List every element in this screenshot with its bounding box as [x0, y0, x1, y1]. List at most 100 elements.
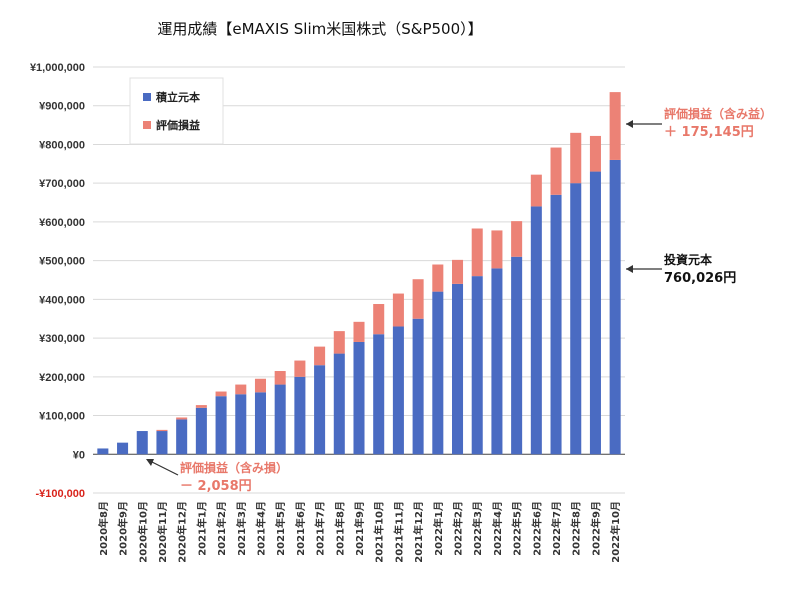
x-tick-label: 2022年4月 [491, 501, 504, 556]
legend-swatch-gain [143, 121, 151, 129]
bar-gain [570, 132, 582, 184]
bar-gain [215, 391, 227, 397]
bar-gain [589, 135, 601, 172]
annotation-gain: 評価損益（含み益） ＋ 175,145円 [626, 106, 772, 140]
bar-gain [314, 346, 326, 366]
x-tick-label: 2021年7月 [314, 501, 327, 556]
chart-title: 運用成績【eMAXIS Slim米国株式（S&P500）】 [157, 20, 482, 38]
x-tick-label: 2021年2月 [215, 501, 228, 556]
bar-principal [333, 353, 345, 455]
bar-principal [136, 431, 148, 455]
bar-gain [550, 147, 562, 195]
bar-principal [530, 206, 542, 455]
y-tick-label: ¥500,000 [39, 256, 85, 268]
y-tick-label: ¥700,000 [39, 178, 85, 190]
x-tick-label: 2020年11月 [156, 501, 169, 563]
y-tick-label: ¥200,000 [39, 372, 85, 384]
bar-principal [609, 159, 621, 455]
bar-principal [432, 291, 444, 455]
legend-swatch-principal [143, 93, 151, 101]
y-tick-label: ¥600,000 [39, 217, 85, 229]
bar-gain [235, 384, 247, 395]
legend-label-principal: 積立元本 [155, 90, 200, 104]
x-tick-label: 2021年8月 [333, 501, 346, 556]
x-tick-label: 2021年12月 [412, 501, 425, 563]
bar-gain [511, 221, 523, 257]
annotation-principal-title: 投資元本 [664, 252, 712, 267]
bar-gain [274, 371, 286, 385]
bar-gain [176, 417, 188, 420]
bar-gain [491, 230, 503, 269]
x-tick-label: 2021年11月 [392, 501, 405, 563]
x-tick-label: 2021年1月 [195, 501, 208, 556]
legend: 積立元本 評価損益 [129, 77, 224, 145]
x-axis-ticks: 2020年8月 2020年9月 2020年10月 2020年11月 2020年12月 20… [97, 501, 622, 563]
x-tick-label: 2022年8月 [570, 501, 583, 556]
bar-principal [235, 394, 247, 455]
annotation-loss-title: 評価損益（含み損） [180, 460, 288, 475]
bar-principal [452, 283, 464, 455]
bar-gain [294, 360, 306, 377]
x-tick-label: 2021年3月 [235, 501, 248, 556]
annotation-principal: 投資元本 760,026円 [626, 252, 736, 286]
annotation-gain-value: ＋ 175,145円 [664, 125, 754, 140]
annotation-loss-value: － 2,058円 [180, 479, 252, 494]
bar-principal [570, 183, 582, 455]
x-tick-label: 2022年2月 [452, 501, 465, 556]
bar-gain [254, 378, 266, 393]
bar-principal [471, 276, 483, 455]
annotation-loss: 評価損益（含み損） － 2,058円 [146, 459, 288, 494]
x-tick-label: 2022年7月 [550, 501, 563, 556]
bar-principal [156, 431, 168, 455]
y-tick-label: ¥300,000 [39, 333, 85, 345]
x-tick-label: 2021年4月 [254, 501, 267, 556]
bar-principal [314, 365, 326, 455]
bar-principal [491, 268, 503, 455]
x-tick-label: 2022年5月 [511, 501, 524, 556]
bar-principal [97, 448, 109, 455]
bar-principal [254, 392, 266, 455]
x-tick-label: 2022年10月 [609, 501, 622, 563]
bar-principal [215, 396, 227, 455]
bar-principal [550, 194, 562, 455]
bar-gain [392, 293, 404, 327]
bar-principal [274, 384, 286, 455]
bar-gain [452, 259, 464, 284]
y-tick-label: ¥0 [73, 449, 85, 461]
y-tick-label: ¥900,000 [39, 101, 85, 113]
bar-principal [511, 256, 523, 455]
y-axis-ticks: ¥1,000,000 ¥900,000 ¥800,000 ¥700,000 ¥600,0… [30, 62, 85, 500]
bar-principal [373, 334, 385, 455]
x-tick-label: 2021年9月 [353, 501, 366, 556]
bar-principal [117, 442, 129, 455]
x-tick-label: 2020年9月 [117, 501, 130, 556]
x-tick-label: 2022年1月 [432, 501, 445, 556]
bar-gain [609, 92, 621, 160]
legend-box [129, 77, 224, 145]
annotation-gain-title: 評価損益（含み益） [664, 106, 772, 121]
x-tick-label: 2020年8月 [97, 501, 110, 556]
bar-gain [195, 405, 207, 408]
y-tick-label: -¥100,000 [35, 488, 85, 500]
y-tick-label: ¥800,000 [39, 139, 85, 151]
bar-gain [333, 331, 345, 354]
x-tick-label: 2020年10月 [136, 501, 149, 563]
bar-principal [353, 341, 365, 455]
legend-label-gain: 評価損益 [156, 118, 200, 132]
bar-gain [373, 304, 385, 335]
x-tick-label: 2021年10月 [373, 501, 386, 563]
x-tick-label: 2021年6月 [294, 501, 307, 556]
bar-principal [412, 318, 424, 455]
bar-gain [156, 429, 168, 432]
bar-gain [353, 321, 365, 342]
bar-gain [412, 279, 424, 319]
bar-gain [530, 174, 542, 207]
x-tick-label: 2022年3月 [471, 501, 484, 556]
bar-principal [392, 326, 404, 455]
x-tick-label: 2022年9月 [589, 501, 602, 556]
bar-gain [471, 228, 483, 277]
bar-principal [176, 419, 188, 455]
bar-gain [432, 264, 444, 292]
x-tick-label: 2020年12月 [176, 501, 189, 563]
